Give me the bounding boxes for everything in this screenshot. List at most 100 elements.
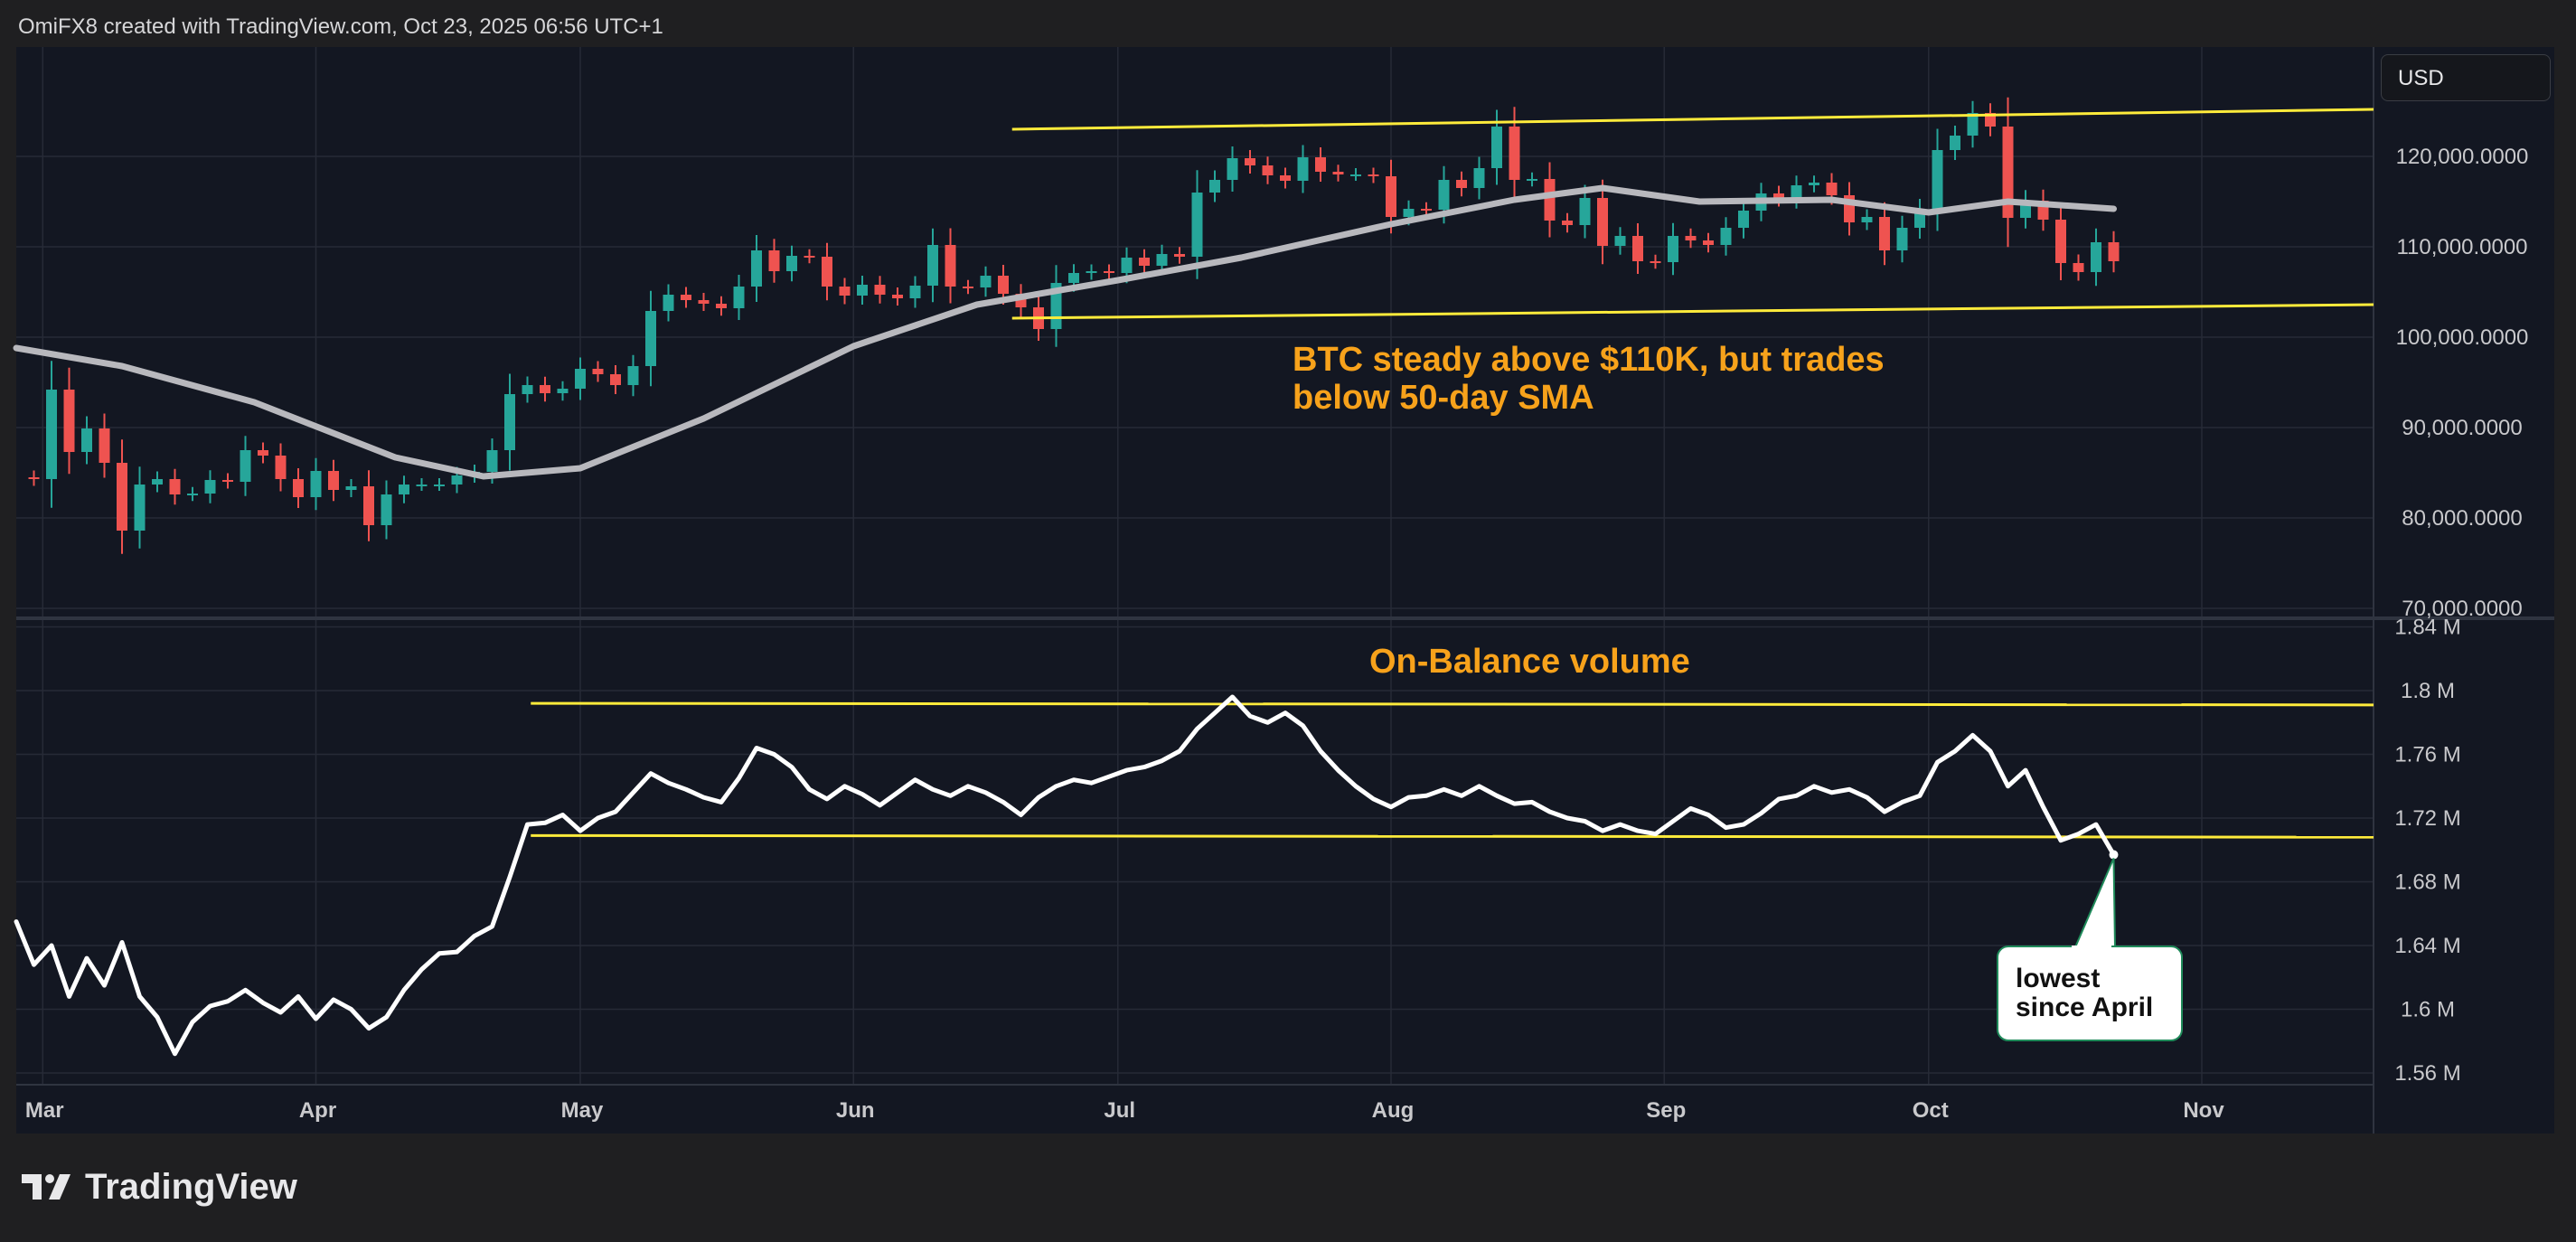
candle-down[interactable] (1174, 254, 1185, 257)
obv-trendline[interactable] (531, 833, 2374, 839)
candle-down[interactable] (2073, 263, 2084, 272)
obv-line[interactable] (14, 694, 2116, 1057)
candle-up[interactable] (733, 287, 745, 308)
candle-up[interactable] (751, 250, 762, 287)
candle-up[interactable] (1209, 180, 1220, 193)
candle-down[interactable] (275, 456, 287, 479)
candle-down[interactable] (1632, 236, 1643, 261)
price-trendline[interactable] (1011, 303, 2374, 320)
candle-up[interactable] (81, 428, 92, 452)
candle-up[interactable] (1438, 180, 1450, 210)
candle-down[interactable] (1332, 172, 1344, 174)
candle-up[interactable] (187, 494, 198, 495)
candle-up[interactable] (434, 485, 445, 486)
candle-up[interactable] (1720, 228, 1732, 245)
candle-up[interactable] (2091, 242, 2101, 272)
candle-up[interactable] (663, 295, 674, 311)
candle-up[interactable] (1350, 174, 1361, 176)
candle-up[interactable] (204, 480, 216, 494)
candle-up[interactable] (399, 485, 409, 494)
candle-down[interactable] (1315, 157, 1326, 172)
candle-up[interactable] (504, 394, 515, 450)
candle-up[interactable] (134, 485, 146, 531)
candle-up[interactable] (451, 475, 463, 485)
candle-down[interactable] (681, 295, 691, 300)
candle-up[interactable] (927, 245, 938, 286)
candle-up[interactable] (1614, 236, 1626, 246)
candle-up[interactable] (1191, 193, 1203, 257)
candle-up[interactable] (980, 276, 992, 287)
candle-up[interactable] (645, 311, 656, 366)
candle-down[interactable] (1104, 271, 1114, 273)
candle-up[interactable] (1121, 258, 1133, 273)
candle-up[interactable] (1668, 236, 1678, 262)
candle-down[interactable] (716, 304, 727, 308)
candle-up[interactable] (786, 256, 797, 271)
candle-up[interactable] (381, 494, 392, 525)
candle-up[interactable] (1809, 183, 1819, 185)
candle-down[interactable] (293, 479, 304, 497)
candle-down[interactable] (258, 450, 268, 456)
candle-up[interactable] (46, 390, 57, 479)
candle-up[interactable] (1579, 198, 1591, 225)
candle-down[interactable] (117, 463, 127, 531)
candle-down[interactable] (1139, 258, 1150, 266)
candle-down[interactable] (839, 287, 851, 296)
candle-up[interactable] (1896, 228, 1908, 250)
candle-down[interactable] (1456, 180, 1467, 188)
candle-up[interactable] (1861, 217, 1873, 222)
candle-up[interactable] (1527, 179, 1537, 181)
candle-down[interactable] (169, 479, 181, 494)
candle-down[interactable] (998, 276, 1009, 294)
candle-up[interactable] (575, 369, 586, 389)
candle-up[interactable] (1403, 209, 1415, 217)
candle-up[interactable] (1932, 150, 1943, 210)
candle-up[interactable] (909, 286, 921, 298)
candle-down[interactable] (1826, 183, 1838, 195)
candle-down[interactable] (1985, 113, 1996, 127)
candle-down[interactable] (945, 245, 956, 287)
obv-pane[interactable] (14, 694, 2374, 1057)
candle-down[interactable] (1650, 261, 1661, 263)
candle-down[interactable] (1280, 175, 1291, 181)
candle-down[interactable] (963, 287, 973, 288)
candle-down[interactable] (1562, 221, 1573, 225)
candle-down[interactable] (63, 390, 75, 452)
price-pane[interactable] (13, 97, 2374, 554)
candle-down[interactable] (328, 471, 339, 490)
candle-down[interactable] (2108, 242, 2120, 261)
candle-down[interactable] (1421, 209, 1432, 211)
candle-down[interactable] (1386, 176, 1396, 217)
candle-up[interactable] (416, 485, 428, 486)
candle-up[interactable] (486, 450, 498, 472)
candle-up[interactable] (1791, 185, 1802, 199)
candle-up[interactable] (1068, 273, 1079, 283)
candle-down[interactable] (2055, 220, 2066, 263)
candle-down[interactable] (1262, 165, 1274, 175)
candle-up[interactable] (857, 285, 868, 296)
obv-trendline[interactable] (531, 701, 2374, 707)
candle-up[interactable] (1473, 168, 1485, 188)
candle-up[interactable] (1227, 158, 1238, 180)
candle-down[interactable] (874, 285, 886, 295)
candle-down[interactable] (1368, 174, 1379, 176)
currency-selector[interactable]: USD (2381, 54, 2551, 101)
candle-down[interactable] (822, 257, 832, 287)
candle-up[interactable] (152, 479, 163, 485)
candle-up[interactable] (1156, 254, 1168, 266)
candle-down[interactable] (592, 369, 604, 374)
candle-up[interactable] (1738, 211, 1749, 228)
candle-up[interactable] (557, 389, 569, 393)
candle-down[interactable] (1509, 127, 1520, 180)
tradingview-logo[interactable]: TradingView (20, 1166, 297, 1208)
candle-up[interactable] (1491, 127, 1502, 168)
candle-down[interactable] (1773, 193, 1784, 199)
candle-down[interactable] (1245, 158, 1255, 165)
candle-up[interactable] (310, 471, 322, 497)
candle-down[interactable] (804, 256, 815, 258)
candle-up[interactable] (1950, 136, 1960, 150)
candle-down[interactable] (892, 295, 903, 298)
candle-down[interactable] (1597, 198, 1608, 246)
candle-down[interactable] (1879, 217, 1890, 250)
candle-up[interactable] (1297, 157, 1309, 181)
